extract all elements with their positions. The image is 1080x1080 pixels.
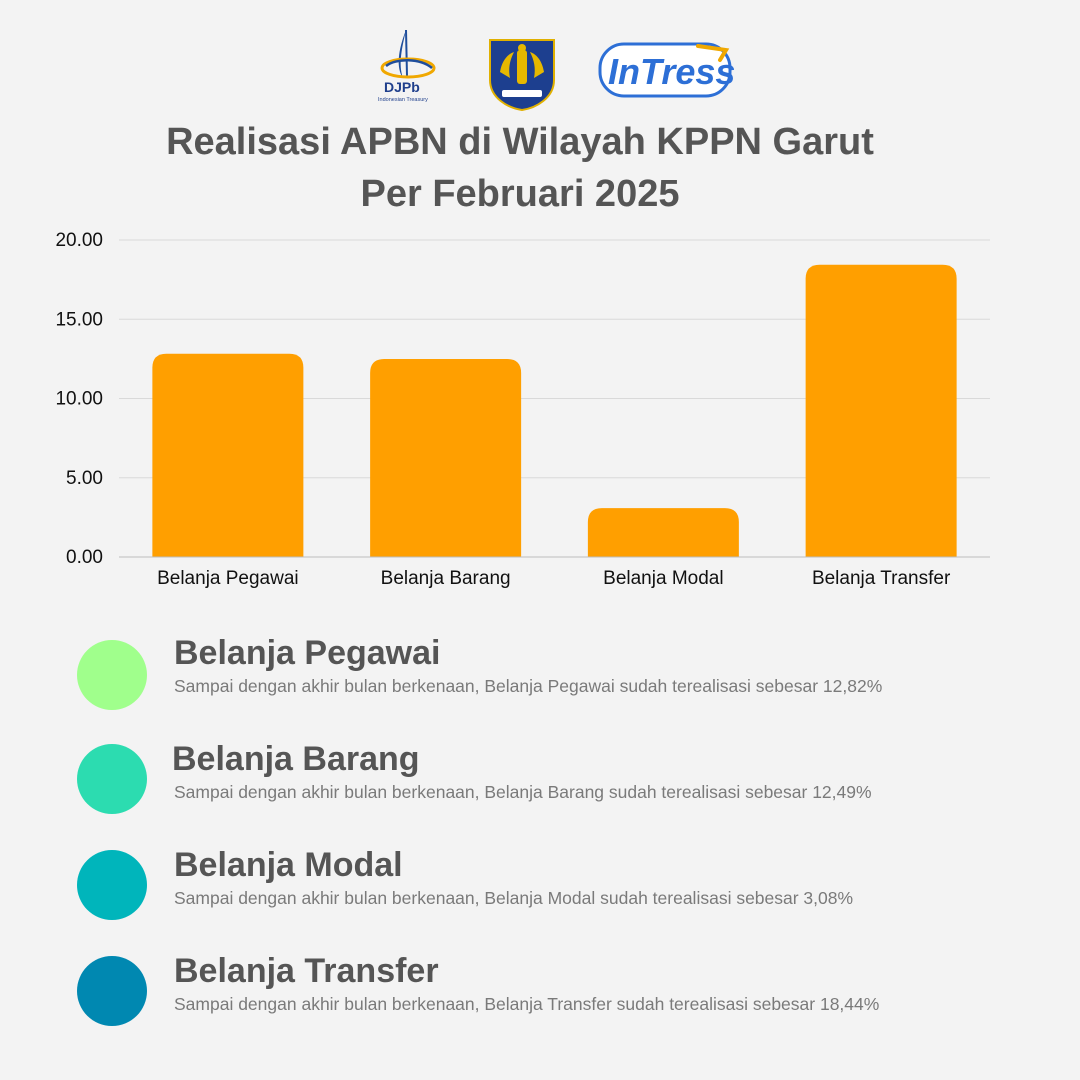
legend-desc-pegawai: Sampai dengan akhir bulan berkenaan, Bel… [174, 676, 883, 696]
legend-desc-transfer: Sampai dengan akhir bulan berkenaan, Bel… [174, 994, 880, 1014]
djpb-logo: DJPb Indonesian Treasury [378, 29, 436, 103]
legend-dot-modal [77, 850, 147, 920]
bar-4 [805, 264, 957, 557]
x-tick-label: Belanja Modal [603, 568, 723, 589]
y-tick-label: 5.00 [66, 468, 103, 489]
legend-dot-pegawai [77, 640, 147, 710]
bar-chart: 0.00 5.00 10.00 15.00 20.00 Belanja Pegawai Be… [55, 230, 990, 589]
legend-item-barang: Belanja Barang Sampai dengan akhir bulan… [0, 736, 1080, 836]
kemenkeu-emblem-logo [489, 39, 555, 112]
x-tick-label: Belanja Transfer [812, 568, 951, 589]
legend-item-modal: Belanja Modal Sampai dengan akhir bulan … [0, 842, 1080, 942]
legend-dot-barang [77, 744, 147, 814]
bar-3 [587, 508, 739, 557]
legend-title-transfer: Belanja Transfer [174, 952, 439, 990]
y-tick-label: 20.00 [55, 230, 103, 251]
title-line-2: Per Februari 2025 [360, 173, 680, 215]
legend-title-pegawai: Belanja Pegawai [174, 634, 441, 672]
legend-title-modal: Belanja Modal [174, 846, 403, 884]
intress-logo: InTress [598, 42, 734, 98]
djpb-logo-tagline: Indonesian Treasury [378, 97, 428, 103]
legend-item-transfer: Belanja Transfer Sampai dengan akhir bul… [0, 948, 1080, 1048]
page-title: Realisasi APBN di Wilayah KPPN Garut Per… [0, 116, 1040, 220]
legend-desc-barang: Sampai dengan akhir bulan berkenaan, Bel… [174, 782, 872, 802]
bar-1 [152, 353, 304, 557]
legend-dot-transfer [77, 956, 147, 1026]
header-logos: DJPb Indonesian Treasury InTress [0, 28, 1080, 112]
legend-desc-modal: Sampai dengan akhir bulan berkenaan, Bel… [174, 888, 854, 908]
djpb-logo-name: DJPb [384, 79, 420, 95]
legend-item-pegawai: Belanja Pegawai Sampai dengan akhir bula… [0, 630, 1080, 730]
intress-logo-text: InTress [608, 51, 734, 92]
y-tick-label: 15.00 [55, 309, 103, 330]
legend-title-barang: Belanja Barang [172, 740, 420, 778]
y-tick-label: 10.00 [55, 389, 103, 410]
title-line-1: Realisasi APBN di Wilayah KPPN Garut [166, 121, 874, 163]
bar-2 [370, 359, 522, 557]
y-tick-label: 0.00 [66, 547, 103, 568]
x-tick-label: Belanja Pegawai [157, 568, 299, 589]
x-tick-label: Belanja Barang [381, 568, 511, 589]
